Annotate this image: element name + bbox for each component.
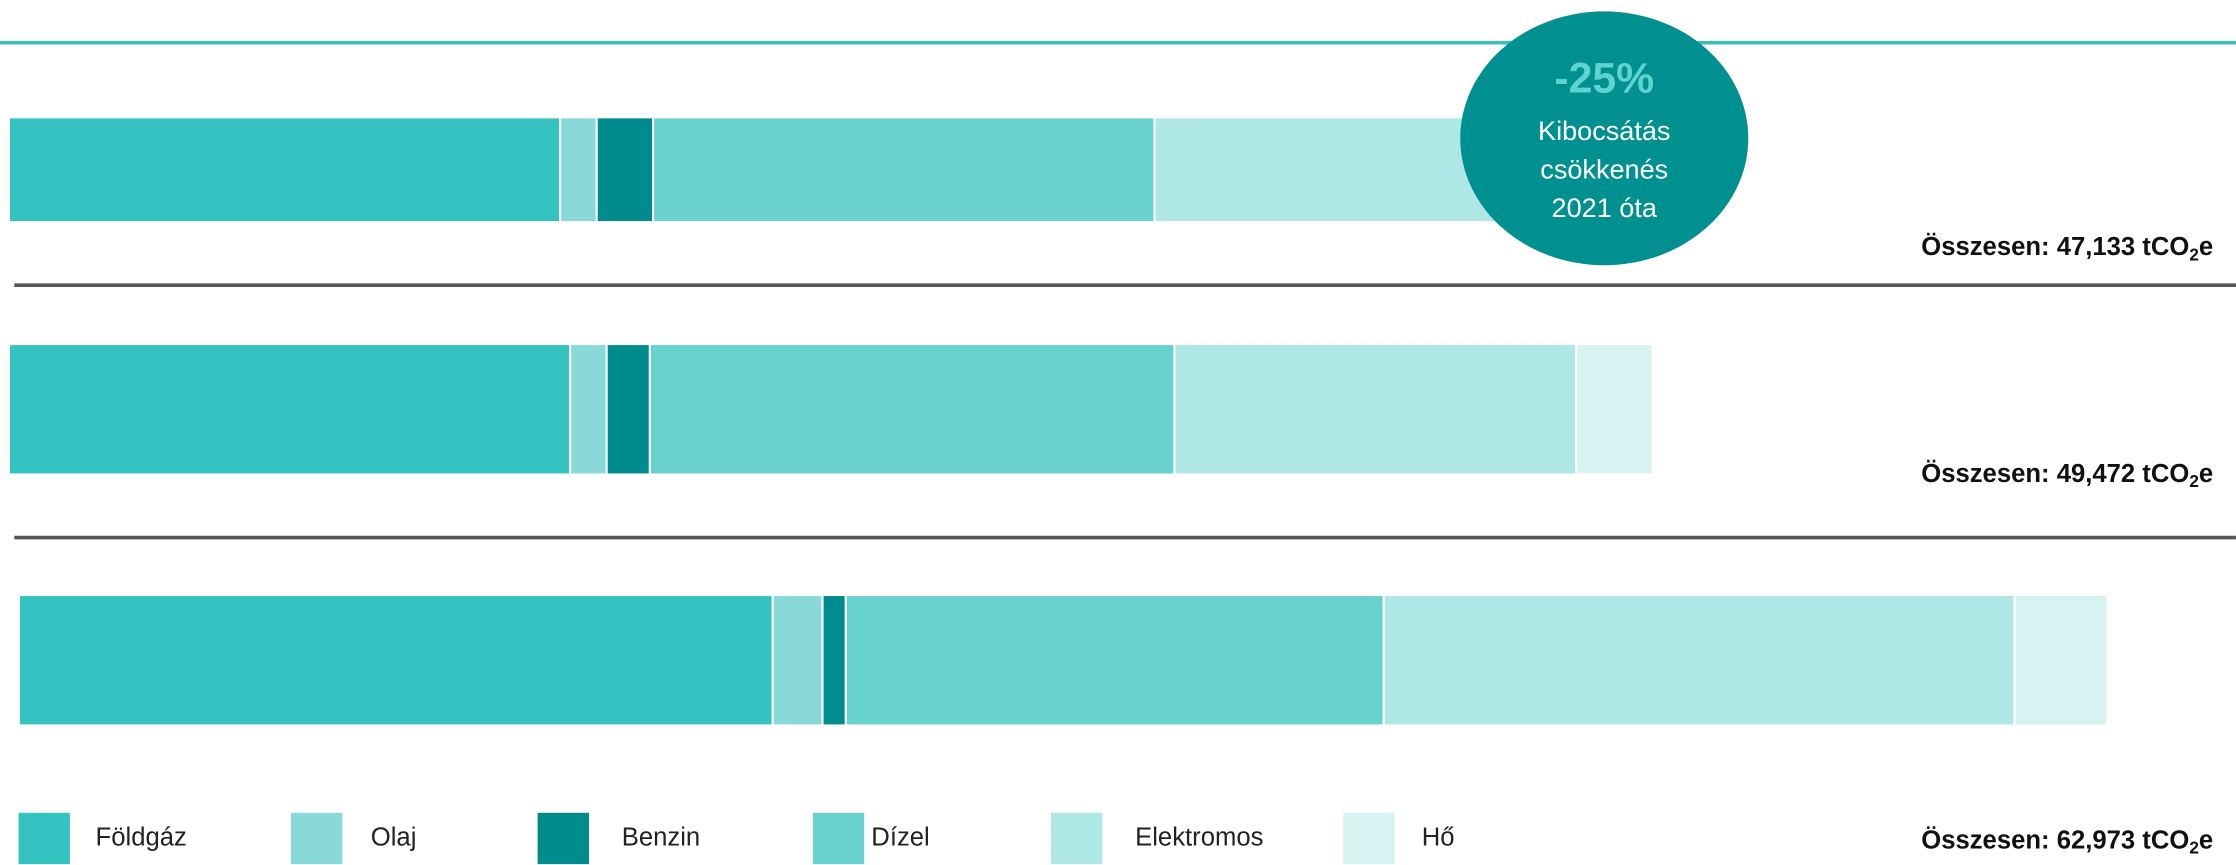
- legend-label: Olaj: [371, 823, 417, 851]
- annotation-value: -25%: [1554, 55, 1654, 103]
- bar-segment: [1384, 596, 2014, 725]
- bar-segment: [654, 118, 1154, 222]
- total-text: Összesen: 47,133 tCO: [1921, 232, 2189, 261]
- bar-segment: [1577, 345, 1652, 474]
- annotation-line: Kibocsátás: [1538, 115, 1670, 146]
- bar-segment: [1175, 345, 1576, 474]
- bar-segment: [597, 118, 653, 222]
- legend-swatch: [1050, 812, 1103, 865]
- legend-swatch: [537, 812, 589, 865]
- legend-swatch: [290, 812, 343, 865]
- total-end: e: [2199, 460, 2213, 488]
- bar-segment: [10, 345, 570, 474]
- legend-swatch: [812, 812, 865, 865]
- annotation-line: 2021 óta: [1552, 192, 1658, 223]
- legend-swatch: [1343, 812, 1395, 865]
- bar-segment: [571, 345, 606, 474]
- total-label: Összesen: 62,973 tCO2e: [1921, 825, 2213, 857]
- bar-segment: [773, 596, 822, 725]
- legend-label: Hő: [1422, 823, 1455, 851]
- total-sub: 2: [2189, 471, 2199, 490]
- legend-label: Benzin: [622, 823, 700, 851]
- bar-segment: [823, 596, 845, 725]
- total-label: Összesen: 49,472 tCO2e: [1921, 459, 2213, 491]
- total-text: Összesen: 62,973 tCO: [1921, 825, 2189, 854]
- bar-segment: [650, 345, 1174, 474]
- legend-label: Elektromos: [1135, 823, 1263, 851]
- total-text: Összesen: 49,472 tCO: [1921, 459, 2189, 488]
- total-sub: 2: [2189, 838, 2199, 857]
- bars: [10, 118, 2107, 725]
- total-label: Összesen: 47,133 tCO2e: [1921, 232, 2213, 264]
- bar-segment: [2015, 596, 2107, 725]
- legend-swatch: [18, 812, 70, 865]
- legend-label: Dízel: [871, 823, 929, 851]
- total-sub: 2: [2189, 245, 2199, 264]
- total-end: e: [2199, 233, 2213, 261]
- annotation-bubble: [1460, 11, 1749, 266]
- annotation-line: csökkenés: [1540, 153, 1668, 184]
- bar-segment: [19, 596, 772, 725]
- bar-segment: [10, 118, 560, 222]
- bar-segment: [561, 118, 596, 222]
- bar-segment: [846, 596, 1383, 725]
- total-end: e: [2199, 826, 2213, 854]
- legend-label: Földgáz: [96, 823, 187, 851]
- bar-segment: [607, 345, 649, 474]
